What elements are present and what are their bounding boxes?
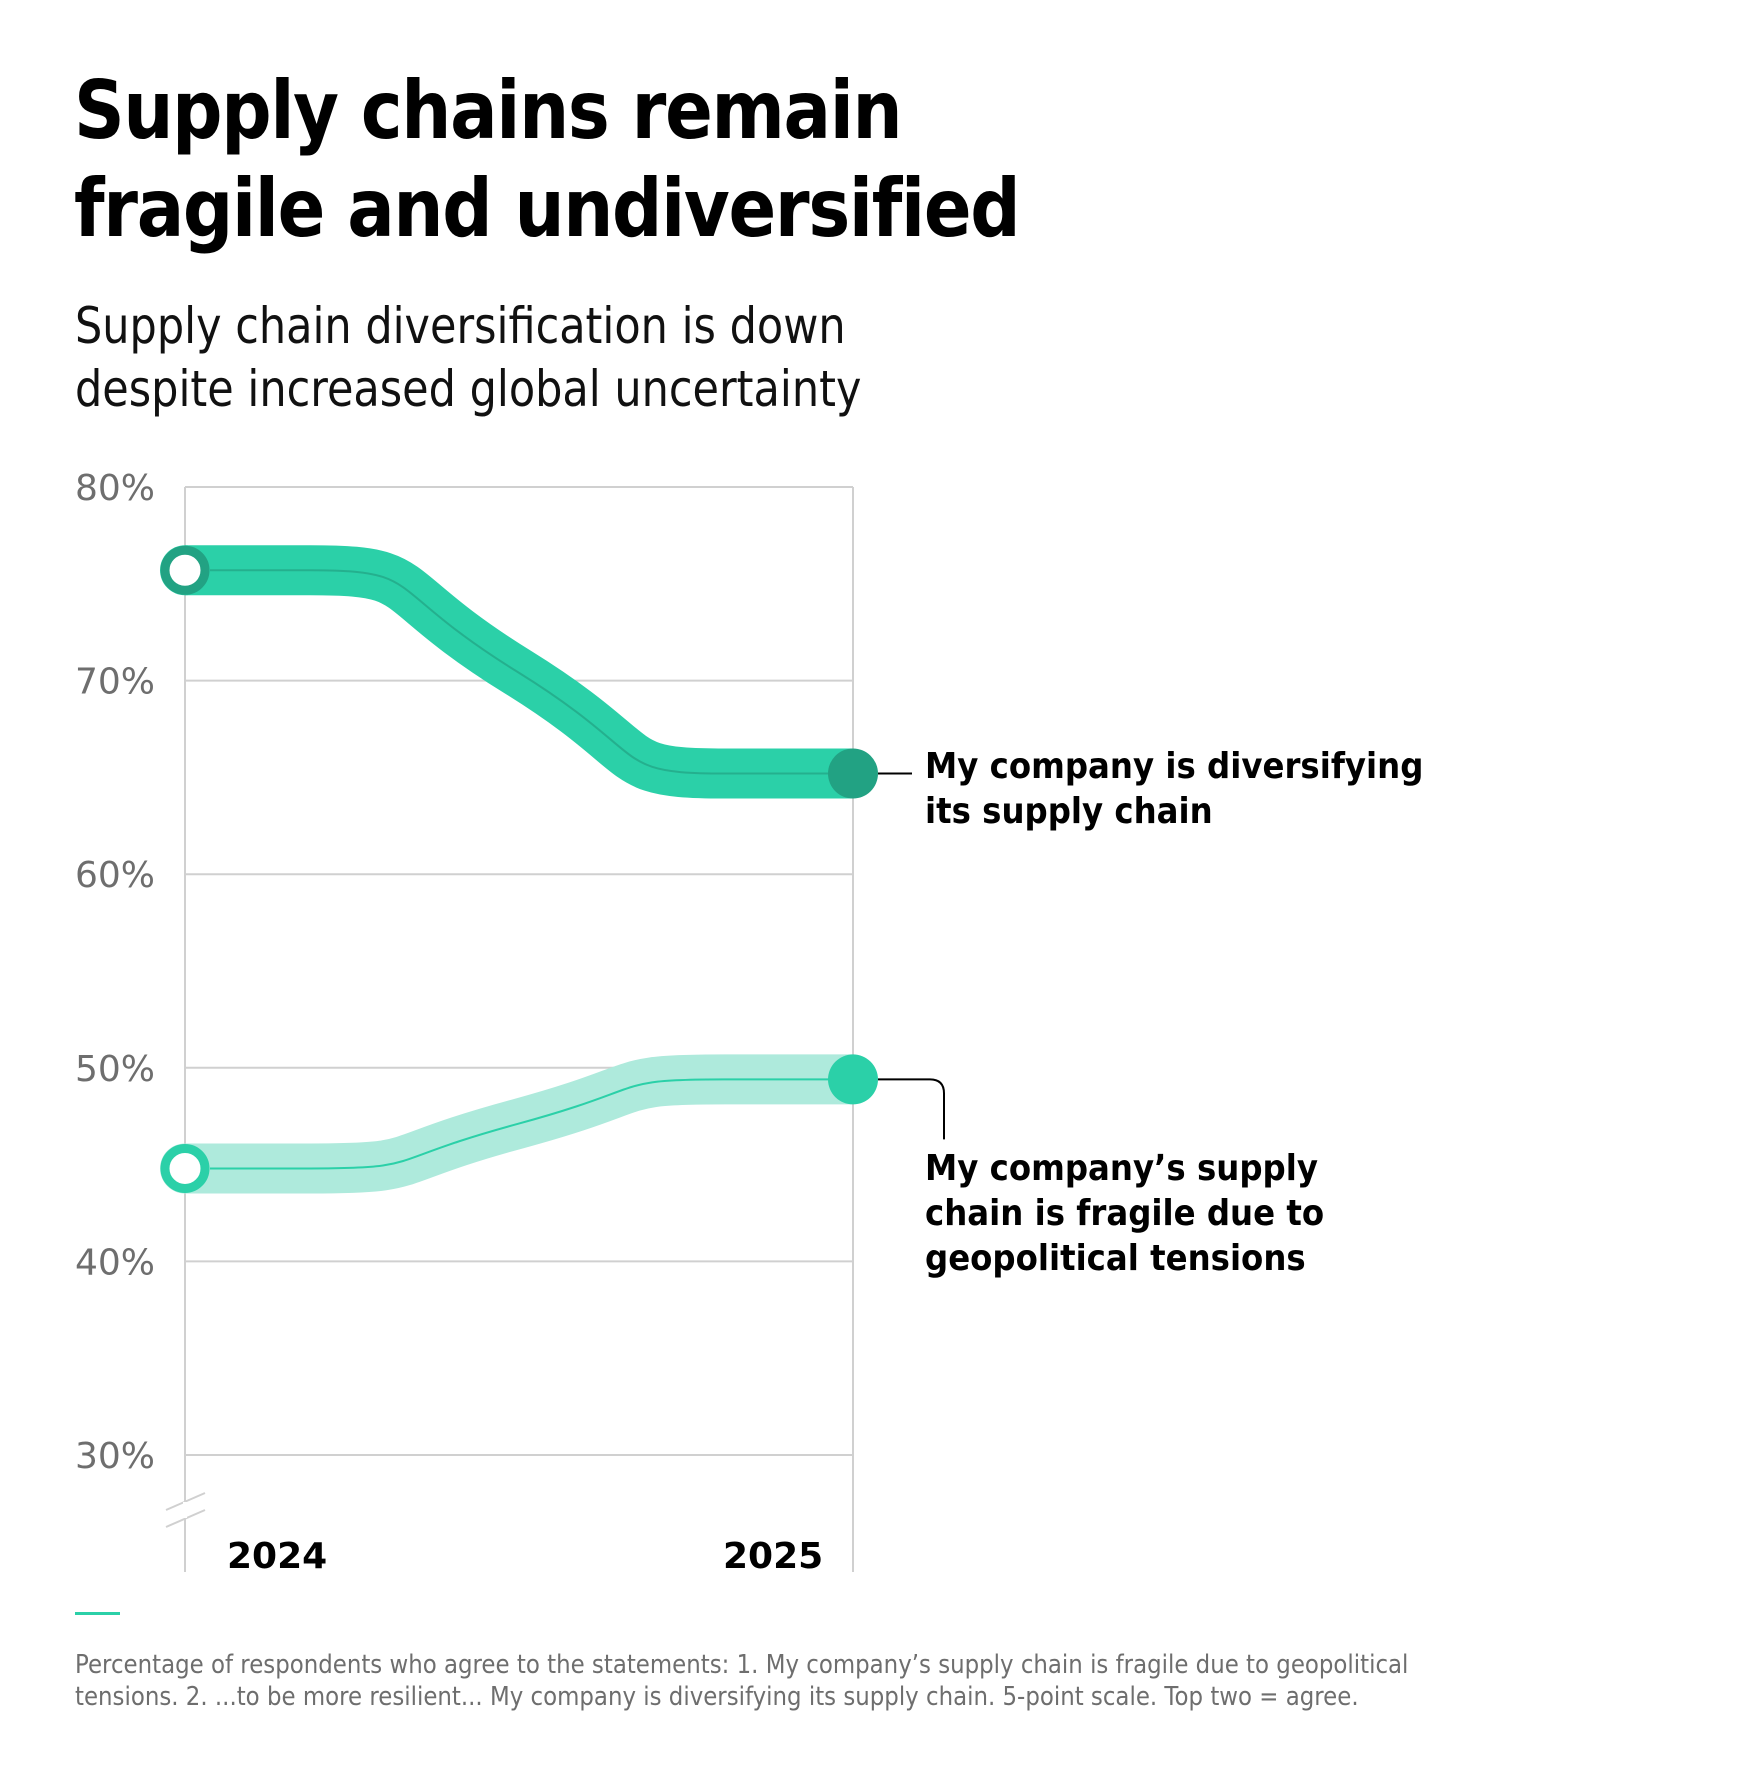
point-2024-fragile [160,1143,210,1193]
series-label-line: its supply chain [925,790,1213,832]
footnote-line-2: tensions. 2. ...to be more resilient... … [75,1682,1359,1712]
connector-fragile [878,1078,945,1140]
title-line-1: Supply chains remain [74,64,903,157]
chart-title: Supply chains remain fragile and undiver… [74,62,1130,258]
series-diversifying [160,545,878,799]
subtitle-line-2: despite increased global uncertainty [75,360,862,418]
footnote-accent-divider [75,1612,120,1615]
series-label-diversifying: My company is diversifying its supply ch… [925,744,1423,834]
y-axis-ticks: 80% 70% 60% 50% 40% 30% [75,468,155,1477]
y-tick-label-40: 40% [75,1242,155,1283]
y-tick-label-30: 30% [75,1436,155,1477]
series-label-line: My company’s supply [925,1148,1318,1190]
series-label-line: chain is fragile due to [925,1193,1325,1235]
series-label-fragile: My company’s supply chain is fragile due… [925,1146,1324,1281]
series-label-line: My company is diversifying [925,745,1424,787]
label-connectors [878,772,945,1140]
point-2024-diversifying [160,545,210,595]
title-line-2: fragile and undiversified [74,162,1021,255]
y-tick-label-80: 80% [75,468,155,509]
point-2025-diversifying [828,748,878,799]
y-tick-label-70: 70% [75,662,155,703]
y-tick-label-50: 50% [75,1049,155,1090]
axis-break-mark [165,1509,206,1528]
point-2025-fragile [828,1054,878,1105]
footnote: Percentage of respondents who agree to t… [75,1649,1465,1713]
subtitle-line-1: Supply chain diversification is down [75,297,846,355]
x-tick-label-2024: 2024 [227,1536,327,1577]
series-line-diversifying [185,569,853,775]
footnote-line-1: Percentage of respondents who agree to t… [75,1650,1409,1680]
x-tick-label-2025: 2025 [723,1536,823,1577]
series-label-line: geopolitical tensions [925,1238,1306,1280]
chart-subtitle: Supply chain diversification is down des… [75,295,1064,421]
series-line-fragile [185,1078,853,1170]
series-fragile [160,1054,878,1194]
series [160,545,878,1194]
y-tick-label-60: 60% [75,855,155,896]
axes [165,487,854,1572]
axis-break-mark [165,1492,206,1511]
gridlines [185,486,853,1456]
